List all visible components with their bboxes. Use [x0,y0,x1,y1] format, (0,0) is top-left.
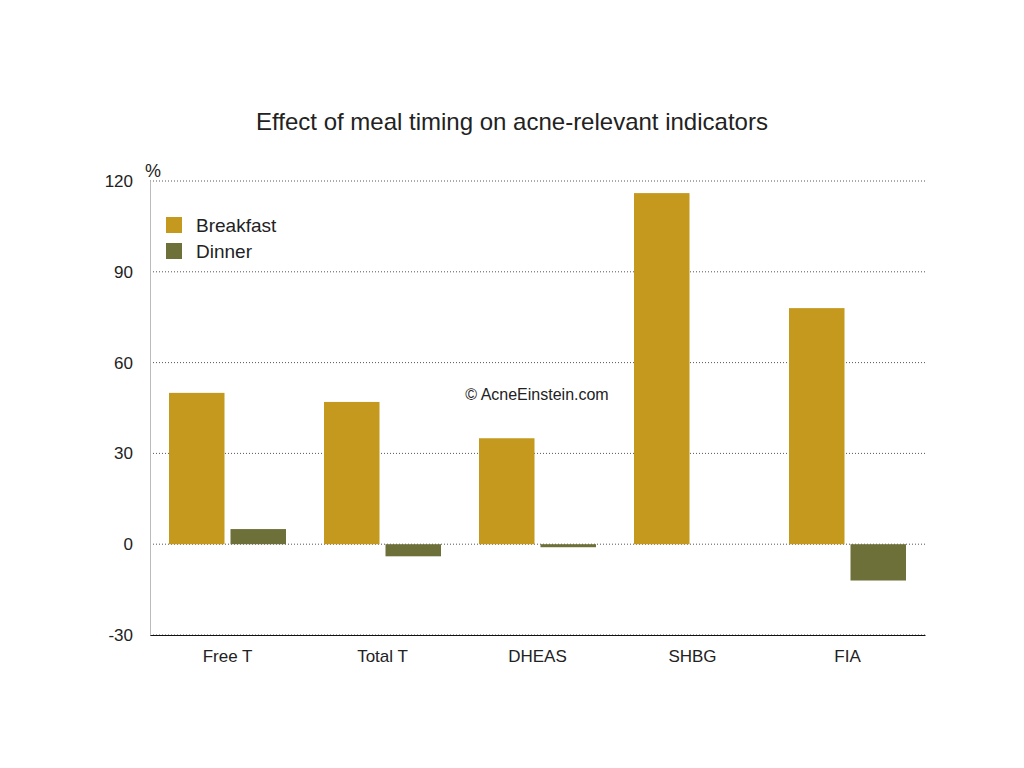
y-tick-label: 120 [105,172,133,191]
grid [150,181,925,635]
legend-label: Dinner [196,241,253,262]
plot: -30 0 30 60 90 120 Free T Total T DHEAS SHBG FIA [105,172,926,666]
grid-line [150,181,925,182]
bar [541,544,597,547]
y-axis-title: % [145,161,161,181]
y-tick: 30 [114,444,150,463]
x-tick-label: DHEAS [508,647,567,666]
annotation: © AcneEinstein.com [465,386,608,403]
grid-line [150,635,925,636]
y-tick-label: 30 [114,444,133,463]
bar [851,544,907,580]
y-tick: -30 [108,626,150,645]
bar [169,393,225,544]
y-axis: -30 0 30 60 90 120 [105,172,151,645]
bars [169,193,906,580]
x-tick-label: SHBG [668,647,716,666]
y-tick: 60 [114,354,150,373]
bar [324,402,380,544]
x-tick: FIA [834,635,861,666]
x-tick-label: Free T [203,647,253,666]
x-axis-line [151,635,926,636]
legend-item: Dinner [166,241,253,262]
x-tick: Free T [203,635,253,666]
legend-swatch [166,243,182,259]
x-axis: Free T Total T DHEAS SHBG FIA [151,635,926,666]
y-axis-line [150,182,151,636]
chart: -30 0 30 60 90 120 Free T Total T DHEAS SHBG FIA Ef… [0,0,1024,768]
x-tick: SHBG [668,635,716,666]
bar [789,308,845,544]
legend-item: Breakfast [166,215,277,236]
title: Effect of meal timing on acne-relevant i… [256,108,768,135]
y-tick: 120 [105,172,150,191]
bar [386,544,442,556]
legend: Breakfast Dinner [166,215,277,262]
y-tick-label: 90 [114,263,133,282]
x-tick: DHEAS [508,635,567,666]
bar [479,438,535,544]
legend-label: Breakfast [196,215,277,236]
y-tick-label: -30 [108,626,133,645]
legend-swatch [166,217,182,233]
y-tick-label: 0 [124,535,133,554]
x-tick-label: FIA [834,647,861,666]
bar [634,193,690,544]
y-tick: 90 [114,263,150,282]
grid-line [150,271,925,272]
y-tick: 0 [124,535,150,554]
y-tick-label: 60 [114,354,133,373]
x-tick: Total T [357,635,408,666]
bar [696,544,752,545]
x-tick-label: Total T [357,647,408,666]
bar [231,529,287,544]
